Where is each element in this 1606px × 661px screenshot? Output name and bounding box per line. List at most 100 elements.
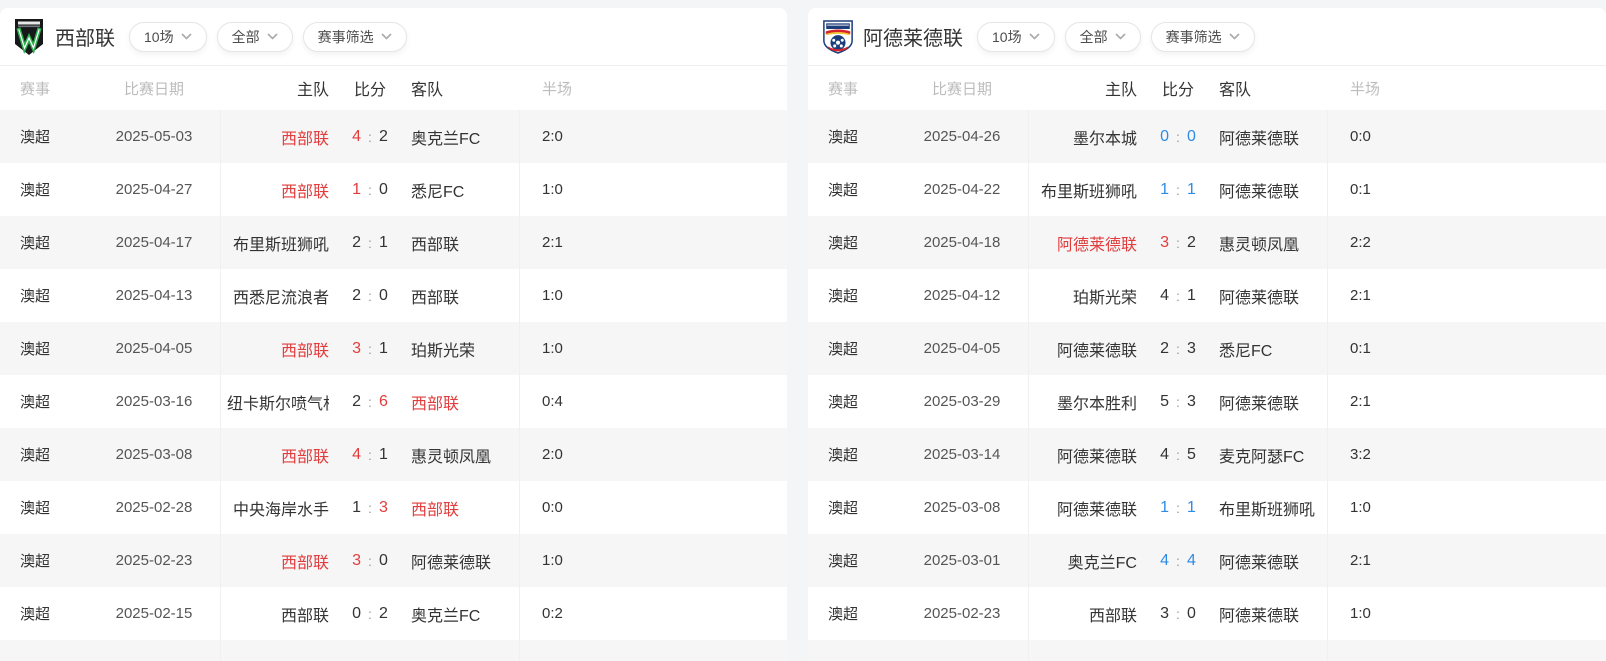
league-cell: 澳超	[20, 500, 51, 517]
match-cell: 西部联 0:2 奥克兰FC	[220, 587, 520, 640]
matches-count-dropdown[interactable]: 10场	[977, 21, 1055, 52]
halftime-cell: 2:2	[1350, 234, 1371, 251]
away-team: 西部联	[411, 236, 460, 254]
away-team: 悉尼FC	[411, 183, 465, 201]
league-cell: 澳超	[828, 553, 859, 570]
table-row[interactable]: 澳超 2025-03-29 墨尔本胜利 5:3 阿德莱德联 2:1	[808, 375, 1606, 428]
away-team: 麦克阿瑟FC	[1219, 448, 1305, 466]
venue-dropdown[interactable]: 全部	[1064, 21, 1141, 52]
home-team: 阿德莱德联	[1056, 501, 1137, 519]
date-cell: 2025-02-23	[923, 605, 1001, 622]
table-row[interactable]: 澳超 2025-03-08 西部联 4:1 惠灵顿凤凰 2:0	[0, 428, 787, 481]
table-row[interactable]: 澳超 2025-02-23 西部联 3:0 阿德莱德联 1:0	[0, 534, 787, 587]
table-row[interactable]: 澳超 2025-03-01 奥克兰FC 4:4 阿德莱德联 2:1	[808, 534, 1606, 587]
score: 4:4	[1149, 552, 1207, 570]
table-row[interactable]: 澳超 2025-03-14 阿德莱德联 4:5 麦克阿瑟FC 3:2	[808, 428, 1606, 481]
score-colon: :	[368, 287, 372, 304]
away-score: 1	[378, 233, 388, 251]
match-cell: 墨尔本胜利 5:3 阿德莱德联	[1028, 375, 1328, 428]
home-team: 阿德莱德联	[1056, 236, 1137, 254]
halftime-cell: 0:1	[1350, 181, 1371, 198]
col-match: 主队 比分 客队	[1028, 66, 1328, 110]
score: 5:3	[1149, 393, 1207, 411]
match-cell: 中央海岸水手 1:3 西部联	[220, 481, 520, 534]
date-cell: 2025-02-28	[115, 499, 193, 516]
date-cell: 2025-03-01	[923, 552, 1001, 569]
competition-filter-dropdown[interactable]: 赛事筛选	[302, 21, 407, 52]
match-cell: 西部联 1:0 悉尼FC	[220, 163, 520, 216]
date-cell: 2025-04-22	[923, 181, 1001, 198]
chevron-down-icon	[381, 33, 392, 40]
table-row[interactable]: 澳超 2025-02-15 西部联 0:2 奥克兰FC 0:2	[0, 587, 787, 640]
table-row[interactable]: 澳超 2025-04-05 阿德莱德联 2:3 悉尼FC 0:1	[808, 322, 1606, 375]
table-row[interactable]: 澳超 2025-02-28 中央海岸水手 1:3 西部联 0:0	[0, 481, 787, 534]
league-cell: 澳超	[828, 606, 859, 623]
competition-filter-label: 赛事筛选	[1165, 28, 1222, 45]
col-league: 赛事	[20, 80, 51, 98]
table-row[interactable]: 澳超 2025-02-23 西部联 3:0 阿德莱德联 1:0	[808, 587, 1606, 640]
home-team: 西部联	[280, 130, 329, 148]
table-row[interactable]: 澳超 2025-04-26 墨尔本城 0:0 阿德莱德联 0:0	[808, 110, 1606, 163]
home-team: 阿德莱德联	[1056, 342, 1137, 360]
date-cell: 2025-04-12	[923, 287, 1001, 304]
halftime-cell: 1:0	[542, 340, 563, 357]
score-colon: :	[1176, 552, 1180, 569]
league-cell: 澳超	[20, 288, 51, 305]
score-colon: :	[368, 181, 372, 198]
away-team: 珀斯光荣	[411, 342, 476, 360]
league-cell: 澳超	[828, 394, 859, 411]
table-row[interactable]: 澳超 2025-03-16 纽卡斯尔喷气机 2:6 西部联 0:4	[0, 375, 787, 428]
home-score: 1	[1160, 498, 1170, 516]
away-score: 3	[1186, 392, 1196, 410]
date-cell: 2025-03-29	[923, 393, 1001, 410]
score-colon: :	[1176, 287, 1180, 304]
home-team: 西部联	[1088, 607, 1137, 625]
table-row[interactable]: 澳超 2025-05-03 西部联 4:2 奥克兰FC 2:0	[0, 110, 787, 163]
home-team: 布里斯班狮吼	[1040, 183, 1137, 201]
halftime-cell: 1:0	[542, 287, 563, 304]
partial-next-row	[0, 640, 787, 661]
panel-western-united: 西部联 10场 全部 赛事筛选 赛事 比赛日期	[0, 8, 787, 661]
halftime-cell: 0:0	[1350, 128, 1371, 145]
away-team: 阿德莱德联	[1219, 289, 1300, 307]
away-team: 西部联	[411, 289, 460, 307]
home-score: 4	[352, 445, 362, 463]
table-row[interactable]: 澳超 2025-04-12 珀斯光荣 4:1 阿德莱德联 2:1	[808, 269, 1606, 322]
col-date: 比赛日期	[123, 80, 184, 98]
away-score: 0	[378, 551, 388, 569]
competition-filter-dropdown[interactable]: 赛事筛选	[1150, 21, 1255, 52]
date-cell: 2025-03-16	[115, 393, 193, 410]
table-row[interactable]: 澳超 2025-04-27 西部联 1:0 悉尼FC 1:0	[0, 163, 787, 216]
away-score: 1	[378, 445, 388, 463]
col-date: 比赛日期	[931, 80, 992, 98]
date-cell: 2025-03-08	[923, 499, 1001, 516]
away-team: 阿德莱德联	[1219, 395, 1300, 413]
halftime-cell: 0:2	[542, 605, 563, 622]
halftime-cell: 2:1	[1350, 552, 1371, 569]
col-away: 客队	[411, 82, 444, 99]
venue-label: 全部	[231, 28, 260, 45]
halftime-cell: 2:1	[1350, 287, 1371, 304]
table-row[interactable]: 澳超 2025-04-13 西悉尼流浪者 2:0 西部联 1:0	[0, 269, 787, 322]
home-team: 墨尔本胜利	[1056, 395, 1137, 413]
table-row[interactable]: 澳超 2025-04-17 布里斯班狮吼 2:1 西部联 2:1	[0, 216, 787, 269]
table-row[interactable]: 澳超 2025-04-18 阿德莱德联 3:2 惠灵顿凤凰 2:2	[808, 216, 1606, 269]
home-team: 中央海岸水手	[232, 501, 329, 519]
matches-count-dropdown[interactable]: 10场	[129, 21, 207, 52]
score-colon: :	[1176, 446, 1180, 463]
table-row[interactable]: 澳超 2025-04-22 布里斯班狮吼 1:1 阿德莱德联 0:1	[808, 163, 1606, 216]
competition-filter-label: 赛事筛选	[317, 28, 374, 45]
venue-dropdown[interactable]: 全部	[216, 21, 293, 52]
halftime-cell: 2:0	[542, 128, 563, 145]
score-colon: :	[368, 446, 372, 463]
match-cell: 西部联 3:0 阿德莱德联	[220, 534, 520, 587]
panel-header: 阿德莱德联 10场 全部 赛事筛选	[808, 8, 1606, 66]
table-row[interactable]: 澳超 2025-03-08 阿德莱德联 1:1 布里斯班狮吼 1:0	[808, 481, 1606, 534]
table-row[interactable]: 澳超 2025-04-05 西部联 3:1 珀斯光荣 1:0	[0, 322, 787, 375]
match-cell: 墨尔本城 0:0 阿德莱德联	[1028, 110, 1328, 163]
halftime-cell: 3:2	[1350, 446, 1371, 463]
col-match: 主队 比分 客队	[220, 66, 520, 110]
score: 4:5	[1149, 446, 1207, 464]
western-united-logo	[14, 18, 46, 55]
halftime-cell: 0:1	[1350, 340, 1371, 357]
